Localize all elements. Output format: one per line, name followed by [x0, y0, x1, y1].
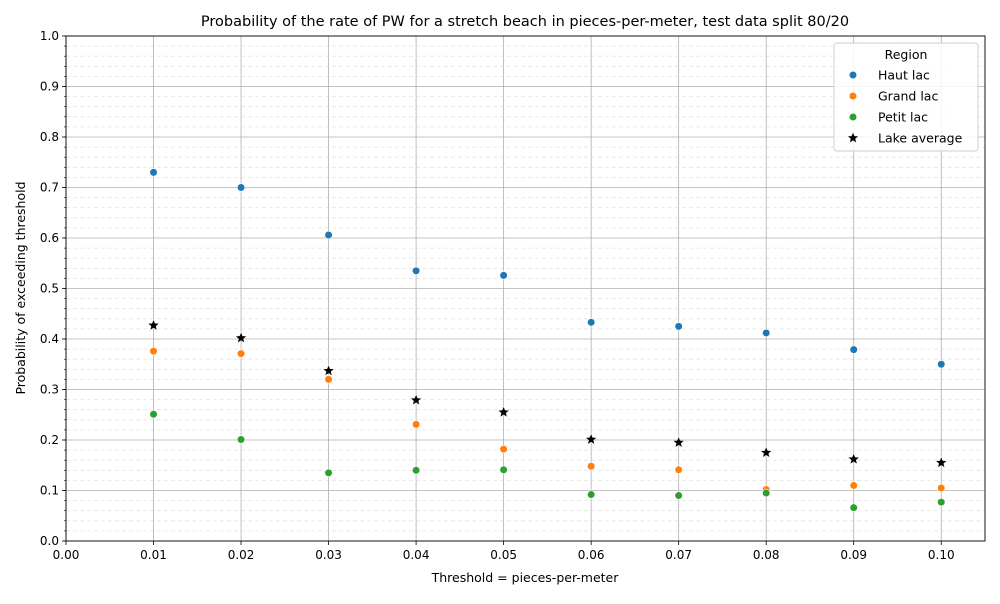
- point-petit-lac: [499, 465, 508, 474]
- y-axis-label: Probability of exceeding threshold: [13, 181, 28, 394]
- point-petit-lac: [149, 410, 158, 419]
- point-lake-average: [409, 393, 423, 406]
- point-grand-lac: [674, 465, 683, 474]
- point-grand-lac: [411, 420, 421, 429]
- x-tick-label: 0.00: [53, 548, 80, 562]
- point-petit-lac: [674, 491, 683, 500]
- point-lake-average: [584, 432, 598, 445]
- point-haut-lac: [674, 322, 683, 331]
- x-tick-label: 0.01: [140, 548, 167, 562]
- point-petit-lac: [849, 503, 858, 512]
- legend: Region Haut lac Grand lac Petit lac Lake ave…: [833, 42, 979, 152]
- y-tick-label: 0.4: [40, 332, 59, 346]
- point-lake-average: [322, 364, 335, 377]
- x-tick-label: 0.10: [928, 548, 955, 562]
- legend-marker-grand-lac: [848, 91, 858, 101]
- point-lake-average: [672, 435, 686, 448]
- legend-title: Region: [885, 47, 928, 62]
- legend-label-grand-lac: Grand lac: [878, 89, 938, 104]
- point-grand-lac: [324, 375, 333, 384]
- data-marks: [147, 168, 948, 512]
- x-tick-label: 0.04: [403, 548, 430, 562]
- point-lake-average: [934, 456, 948, 469]
- x-tick-label: 0.05: [490, 548, 517, 562]
- legend-marker-petit-lac: [848, 112, 858, 122]
- point-lake-average: [497, 405, 510, 418]
- legend-marker-haut-lac: [848, 70, 858, 80]
- legend-marker-lake-average: [846, 131, 860, 144]
- point-grand-lac: [849, 481, 858, 490]
- chart-title: Probability of the rate of PW for a stre…: [201, 14, 849, 30]
- y-tick-label: 0.7: [40, 181, 59, 195]
- point-haut-lac: [762, 328, 771, 338]
- point-petit-lac: [324, 468, 333, 477]
- point-grand-lac: [236, 349, 246, 358]
- x-tick-label: 0.02: [228, 548, 255, 562]
- y-tick-label: 0.3: [40, 383, 59, 397]
- point-lake-average: [847, 452, 861, 465]
- y-tick-label: 0.6: [40, 231, 59, 245]
- point-grand-lac: [499, 444, 508, 454]
- legend-label-haut-lac: Haut lac: [878, 68, 930, 83]
- point-petit-lac: [236, 435, 246, 444]
- point-grand-lac: [587, 462, 596, 471]
- legend-label-petit-lac: Petit lac: [878, 110, 928, 125]
- point-haut-lac: [149, 168, 158, 177]
- point-grand-lac: [937, 483, 946, 493]
- point-petit-lac: [762, 488, 771, 498]
- series-lake-average: [147, 318, 948, 469]
- point-haut-lac: [411, 266, 421, 275]
- point-lake-average: [234, 331, 248, 344]
- y-tick-label: 0.9: [40, 80, 59, 94]
- point-haut-lac: [324, 230, 333, 240]
- point-petit-lac: [587, 490, 596, 499]
- point-haut-lac: [587, 318, 596, 327]
- y-tick-label: 0.5: [40, 282, 59, 296]
- x-tick-label: 0.06: [578, 548, 605, 562]
- point-haut-lac: [937, 360, 946, 369]
- point-petit-lac: [937, 498, 946, 507]
- point-lake-average: [759, 445, 773, 459]
- legend-label-lake-average: Lake average: [878, 131, 963, 146]
- point-petit-lac: [411, 466, 421, 475]
- point-haut-lac: [236, 183, 246, 192]
- y-tick-label: 1.0: [40, 29, 59, 43]
- y-tick-label: 0.2: [40, 433, 59, 447]
- point-haut-lac: [499, 271, 508, 280]
- x-tick-label: 0.08: [753, 548, 780, 562]
- x-axis-label: Threshold = pieces-per-meter: [431, 570, 620, 585]
- y-tick-label: 0.1: [40, 484, 59, 498]
- x-tick-label: 0.03: [315, 548, 342, 562]
- x-tick-label: 0.07: [665, 548, 692, 562]
- legend-box: [833, 42, 979, 152]
- point-grand-lac: [149, 347, 158, 356]
- point-lake-average: [147, 318, 160, 331]
- axes: 0.0 0.1 0.2 0.3 0.4 0.5 0.6 0.7 0.8 0.9 1.0 0.00 0.0…: [40, 29, 986, 562]
- point-haut-lac: [849, 345, 858, 354]
- y-tick-label: 0.0: [40, 534, 59, 548]
- series-haut-lac: [149, 168, 946, 369]
- series-petit-lac: [149, 410, 946, 512]
- x-tick-label: 0.09: [840, 548, 867, 562]
- y-tick-label: 0.8: [40, 130, 59, 144]
